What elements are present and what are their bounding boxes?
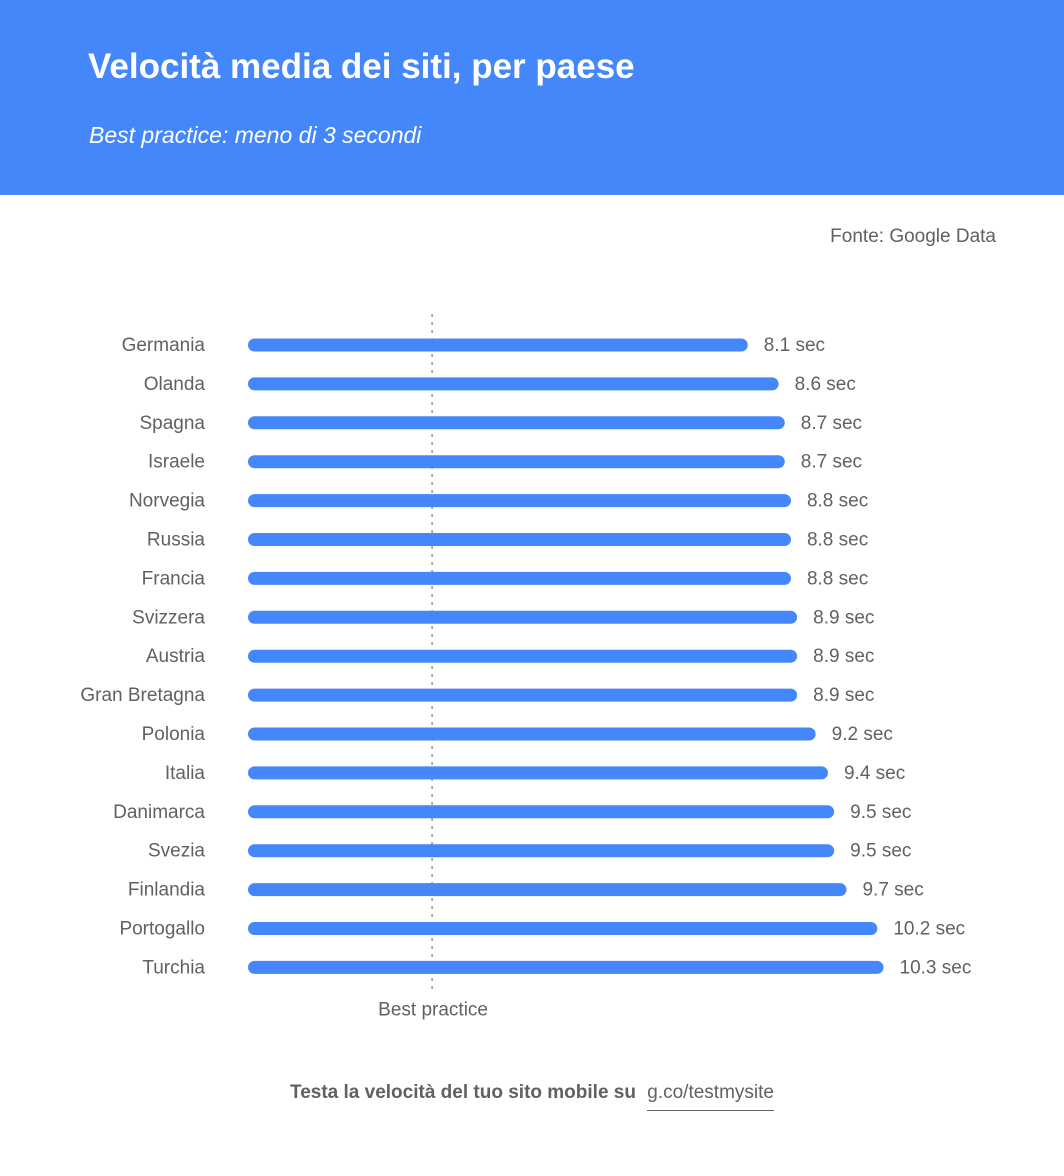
value-label: 8.9 sec xyxy=(813,607,874,628)
value-label: 8.7 sec xyxy=(801,413,862,434)
value-label: 8.8 sec xyxy=(807,568,868,589)
bar xyxy=(248,416,785,430)
value-label: 8.8 sec xyxy=(807,491,868,512)
bar-chart: Germania 8.1 sec Olanda 8.6 sec Spagna 8.7 se… xyxy=(80,314,972,1020)
value-label: 8.8 sec xyxy=(807,530,868,551)
category-label: Svezia xyxy=(148,841,205,862)
bar xyxy=(248,377,779,391)
value-label: 8.9 sec xyxy=(813,685,874,706)
category-label: Spagna xyxy=(139,413,205,434)
bar xyxy=(248,805,835,819)
bar xyxy=(248,727,816,741)
category-label: Polonia xyxy=(142,724,206,745)
category-label: Portogallo xyxy=(119,919,205,940)
footer: Testa la velocità del tuo sito mobile su… xyxy=(0,1082,1064,1111)
category-label: Francia xyxy=(142,568,206,589)
bar xyxy=(248,922,878,935)
category-label: Austria xyxy=(146,646,206,667)
page-title: Velocità media dei siti, per paese xyxy=(88,47,635,86)
bar xyxy=(248,649,798,663)
source-note: Fonte: Google Data xyxy=(830,226,996,247)
value-label: 10.2 sec xyxy=(893,919,965,940)
best-practice-label: Best practice xyxy=(378,999,488,1020)
footer-cta: Testa la velocità del tuo sito mobile su xyxy=(290,1082,636,1103)
category-label: Finlandia xyxy=(128,880,206,901)
value-label: 8.9 sec xyxy=(813,646,874,667)
bar xyxy=(248,533,791,546)
value-label: 9.4 sec xyxy=(844,763,905,784)
value-label: 9.2 sec xyxy=(832,724,893,745)
value-label: 8.6 sec xyxy=(795,374,856,395)
bar xyxy=(248,338,748,352)
category-label: Danimarca xyxy=(113,802,205,823)
value-label: 9.5 sec xyxy=(850,802,911,823)
value-label: 10.3 sec xyxy=(900,957,972,978)
header-banner: Velocità media dei siti, per paese Best … xyxy=(0,0,1064,195)
category-label: Svizzera xyxy=(132,607,205,628)
value-label: 9.7 sec xyxy=(862,880,923,901)
bar xyxy=(248,455,785,469)
bar xyxy=(248,844,835,858)
bar xyxy=(248,610,798,624)
bar xyxy=(248,688,798,702)
bar xyxy=(248,960,884,974)
category-label: Norvegia xyxy=(129,491,205,512)
category-label: Turchia xyxy=(142,957,205,978)
category-label: Olanda xyxy=(144,374,206,395)
test-my-site-link[interactable]: g.co/testmysite xyxy=(647,1082,774,1111)
value-label: 9.5 sec xyxy=(850,841,911,862)
bar xyxy=(248,494,791,508)
category-label: Gran Bretagna xyxy=(80,685,205,706)
bar xyxy=(248,883,847,897)
category-label: Israele xyxy=(148,452,205,473)
value-label: 8.7 sec xyxy=(801,452,862,473)
bar xyxy=(248,571,791,585)
value-label: 8.1 sec xyxy=(764,335,825,356)
category-label: Italia xyxy=(165,763,206,784)
bar xyxy=(248,766,828,780)
category-label: Russia xyxy=(147,530,206,551)
category-label: Germania xyxy=(122,335,206,356)
page-subtitle: Best practice: meno di 3 secondi xyxy=(89,122,422,148)
